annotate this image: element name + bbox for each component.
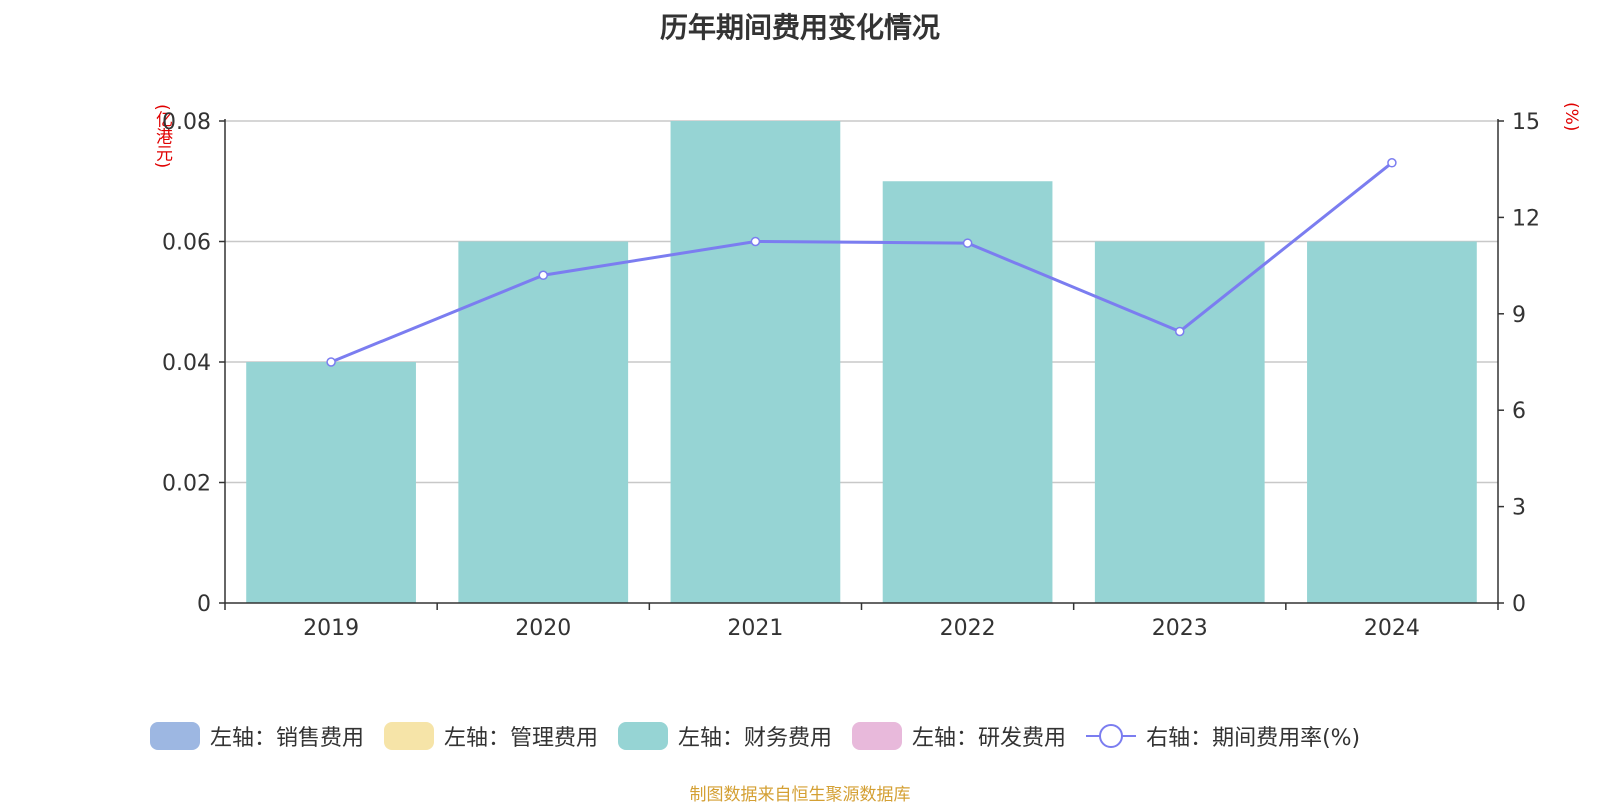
legend-item-rnd[interactable]: 左轴：研发费用 [852, 720, 1066, 752]
right-axis-tick-label: 12 [1512, 206, 1540, 231]
x-axis-tick-label: 2023 [1152, 616, 1208, 641]
left-axis-tick-label: 0.06 [162, 231, 211, 256]
bar-2023 [1094, 241, 1265, 603]
bar-2022 [882, 181, 1053, 603]
expense-rate-point-2022 [962, 238, 973, 248]
x-axis-tick-label: 2022 [940, 616, 996, 641]
x-axis-tick-label: 2019 [303, 616, 359, 641]
chart-canvas: 0 0.02 0.04 0.06 0.08 0 3 6 9 12 15 2019 2020 2021 202… [162, 110, 1540, 641]
legend: 左轴：销售费用 左轴：管理费用 左轴：财务费用 左轴：研发费用 右轴：期间费用率… [150, 720, 1380, 752]
bar-2024 [1307, 241, 1477, 603]
legend-swatch-sales [150, 722, 200, 750]
expense-rate-point-2024 [1387, 158, 1397, 168]
bar-2021 [670, 121, 841, 603]
x-axis-tick-label: 2020 [515, 616, 571, 641]
bar-2020 [458, 241, 629, 603]
x-axis-tick-label: 2024 [1364, 616, 1420, 641]
legend-item-finance[interactable]: 左轴：财务费用 [618, 720, 832, 752]
legend-item-admin[interactable]: 左轴：管理费用 [384, 720, 598, 752]
legend-item-expense-rate[interactable]: 右轴：期间费用率(%) [1086, 720, 1360, 752]
chart-title: 历年期间费用变化情况 [659, 11, 940, 44]
legend-label-finance: 左轴：财务费用 [678, 726, 833, 751]
bar-2019 [246, 362, 416, 603]
legend-swatch-finance [618, 722, 669, 750]
left-axis-tick-label: 0.02 [162, 472, 211, 497]
right-axis-tick-label: 9 [1512, 303, 1526, 328]
expense-rate-point-2023 [1175, 326, 1185, 337]
legend-label-expense-rate: 右轴：期间费用率(%) [1146, 726, 1361, 751]
left-axis-unit: (亿港元) [152, 104, 172, 169]
x-axis-tick-label: 2021 [727, 616, 783, 641]
right-axis-tick-label: 6 [1512, 399, 1526, 424]
right-axis-unit: (%) [1561, 102, 1581, 132]
expense-rate-point-2019 [326, 357, 336, 367]
legend-label-rnd: 左轴：研发费用 [912, 726, 1067, 751]
legend-label-admin: 左轴：管理费用 [444, 726, 599, 751]
right-axis-tick-label: 0 [1512, 592, 1526, 617]
legend-swatch-expense-rate [1086, 724, 1137, 748]
left-axis-tick-label: 0 [197, 592, 211, 617]
legend-swatch-admin [384, 722, 435, 750]
right-axis-tick-label: 15 [1512, 110, 1540, 135]
left-axis-tick-label: 0.04 [162, 351, 211, 376]
left-axis-tick-label: 0.08 [162, 110, 211, 135]
data-source-note: 制图数据来自恒生聚源数据库 [689, 785, 911, 805]
legend-item-sales[interactable]: 左轴：销售费用 [150, 720, 364, 752]
expense-rate-point-2021 [750, 236, 761, 247]
expense-rate-line [330, 161, 1393, 364]
legend-swatch-rnd [852, 722, 903, 750]
expense-rate-point-2020 [538, 270, 548, 280]
right-axis-tick-label: 3 [1512, 496, 1526, 521]
legend-label-sales: 左轴：销售费用 [210, 726, 365, 751]
